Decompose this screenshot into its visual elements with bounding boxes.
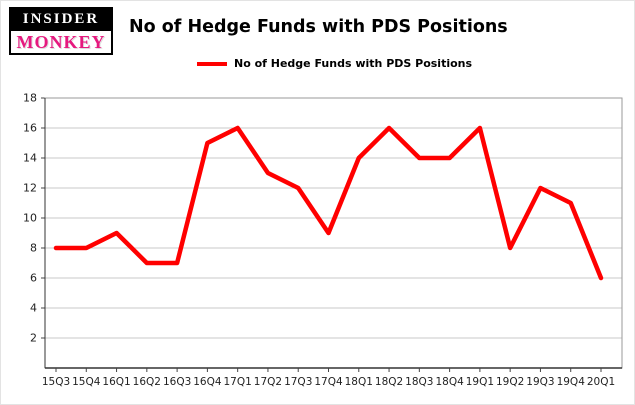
x-tick-label: 18Q1 xyxy=(345,376,373,388)
x-tick-label: 19Q1 xyxy=(466,376,494,388)
x-tick-label: 16Q4 xyxy=(193,376,222,388)
legend-label: No of Hedge Funds with PDS Positions xyxy=(234,57,473,70)
x-tick-label: 16Q2 xyxy=(133,376,161,388)
y-tick-label: 12 xyxy=(23,182,37,195)
x-tick-label: 18Q2 xyxy=(375,376,403,388)
chart-legend: No of Hedge Funds with PDS Positions xyxy=(197,57,472,70)
y-tick-label: 14 xyxy=(23,152,37,165)
y-tick-label: 2 xyxy=(30,332,37,345)
x-tick-label: 17Q2 xyxy=(254,376,282,388)
legend-line-swatch xyxy=(197,61,227,66)
y-tick-label: 18 xyxy=(23,92,37,105)
y-tick-label: 16 xyxy=(23,122,37,135)
x-tick-label: 18Q3 xyxy=(405,376,433,388)
x-tick-label: 17Q1 xyxy=(224,376,252,388)
x-tick-label: 15Q4 xyxy=(72,376,101,388)
y-tick-label: 4 xyxy=(30,302,37,315)
x-tick-label: 20Q1 xyxy=(587,376,615,388)
x-tick-label: 17Q3 xyxy=(284,376,312,388)
y-tick-label: 8 xyxy=(30,242,37,255)
x-tick-label: 19Q4 xyxy=(557,376,586,388)
y-tick-label: 10 xyxy=(23,212,37,225)
x-tick-label: 15Q3 xyxy=(42,376,70,388)
insider-monkey-logo: INSIDER MONKEY xyxy=(9,7,113,55)
x-tick-label: 19Q3 xyxy=(526,376,554,388)
x-tick-label: 16Q1 xyxy=(102,376,130,388)
x-tick-label: 18Q4 xyxy=(435,376,464,388)
logo-insider-text: INSIDER xyxy=(11,9,111,31)
series-line xyxy=(53,125,604,281)
plot-border xyxy=(44,97,623,369)
x-tick-label: 16Q3 xyxy=(163,376,191,388)
logo-monkey-text: MONKEY xyxy=(16,32,106,52)
x-tick-label: 19Q2 xyxy=(496,376,524,388)
chart-title: No of Hedge Funds with PDS Positions xyxy=(129,17,508,37)
y-tick-label: 6 xyxy=(30,272,37,285)
x-tick-label: 17Q4 xyxy=(314,376,343,388)
